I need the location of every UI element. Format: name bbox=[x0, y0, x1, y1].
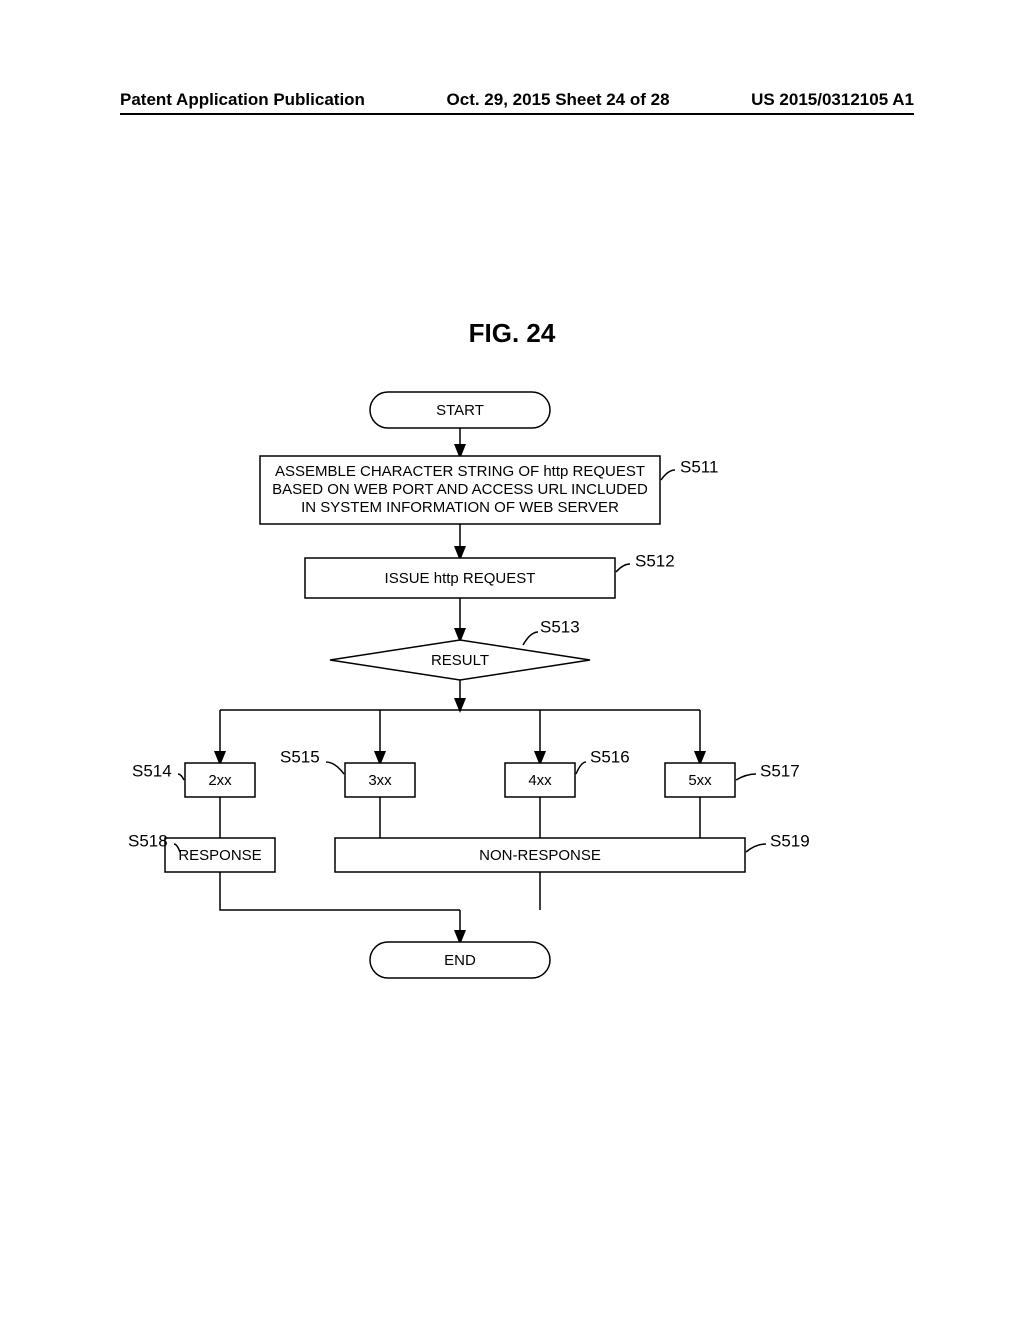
node-start: START bbox=[370, 392, 550, 428]
node-text-b5xx: 5xx bbox=[688, 772, 712, 789]
node-text-resp: RESPONSE bbox=[178, 847, 261, 864]
node-b3xx: 3xx bbox=[345, 763, 415, 797]
node-nonresp: NON-RESPONSE bbox=[335, 838, 745, 872]
leader-line bbox=[576, 762, 586, 774]
node-s511: ASSEMBLE CHARACTER STRING OF http REQUES… bbox=[260, 456, 660, 524]
flowchart-canvas: START ASSEMBLE CHARACTER STRING OF http R… bbox=[120, 380, 904, 1000]
node-text-start: START bbox=[436, 402, 484, 419]
node-text-b4xx: 4xx bbox=[528, 772, 552, 789]
node-b2xx: 2xx bbox=[185, 763, 255, 797]
node-text-s513: RESULT bbox=[431, 652, 489, 669]
page: Patent Application Publication Oct. 29, … bbox=[0, 0, 1024, 1320]
leader-line bbox=[178, 774, 184, 780]
node-resp: RESPONSE bbox=[165, 838, 275, 872]
node-text-b3xx: 3xx bbox=[368, 772, 392, 789]
step-label-s511: S511 bbox=[680, 457, 718, 476]
leader-line bbox=[736, 774, 756, 780]
leader-line bbox=[616, 564, 630, 572]
header-center: Oct. 29, 2015 Sheet 24 of 28 bbox=[447, 90, 670, 110]
step-label-s518: S518 bbox=[128, 831, 168, 850]
node-text-s512: ISSUE http REQUEST bbox=[385, 570, 536, 587]
node-b4xx: 4xx bbox=[505, 763, 575, 797]
header-left: Patent Application Publication bbox=[120, 90, 365, 110]
leader-line bbox=[523, 632, 538, 645]
node-text-s511: ASSEMBLE CHARACTER STRING OF http REQUES… bbox=[275, 463, 645, 480]
step-label-s513: S513 bbox=[540, 617, 580, 636]
leader-line bbox=[326, 762, 344, 774]
step-label-s515: S515 bbox=[280, 747, 320, 766]
page-header: Patent Application Publication Oct. 29, … bbox=[120, 90, 914, 110]
step-label-s512: S512 bbox=[635, 551, 675, 570]
step-label-s517: S517 bbox=[760, 761, 800, 780]
step-label-s516: S516 bbox=[590, 747, 630, 766]
node-text-end: END bbox=[444, 952, 476, 969]
figure-title: FIG. 24 bbox=[0, 318, 1024, 349]
step-label-s514: S514 bbox=[132, 761, 172, 780]
node-text-s511: BASED ON WEB PORT AND ACCESS URL INCLUDE… bbox=[272, 481, 648, 498]
node-b5xx: 5xx bbox=[665, 763, 735, 797]
header-right: US 2015/0312105 A1 bbox=[751, 90, 914, 110]
node-text-s511: IN SYSTEM INFORMATION OF WEB SERVER bbox=[301, 499, 619, 516]
node-text-b2xx: 2xx bbox=[208, 772, 232, 789]
node-text-nonresp: NON-RESPONSE bbox=[479, 847, 601, 864]
node-s513: RESULT bbox=[330, 640, 590, 680]
step-label-s519: S519 bbox=[770, 831, 810, 850]
header-rule bbox=[120, 113, 914, 115]
leader-line bbox=[746, 844, 766, 852]
node-s512: ISSUE http REQUEST bbox=[305, 558, 615, 598]
leader-line bbox=[661, 470, 675, 480]
node-end: END bbox=[370, 942, 550, 978]
